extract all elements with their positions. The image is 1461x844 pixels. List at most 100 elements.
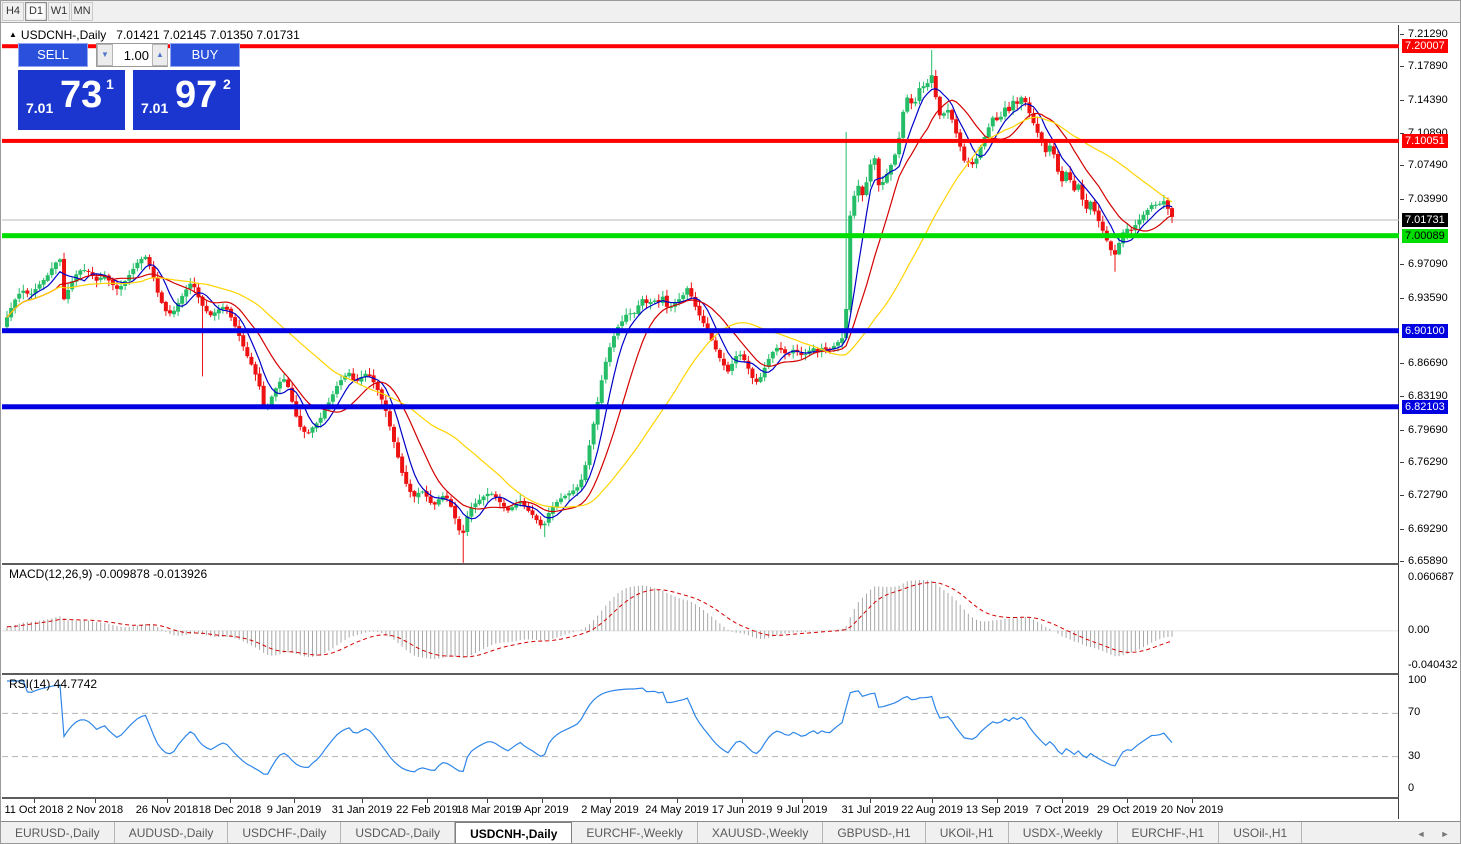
- rsi-axis-label: 70: [1408, 706, 1421, 719]
- date-tick-mark: [95, 799, 96, 803]
- date-tick-mark: [362, 799, 363, 803]
- date-tick-label: 20 Nov 2019: [1160, 804, 1224, 816]
- macd-axis-label: 0.00: [1408, 623, 1430, 636]
- price-tick-mark: [1400, 165, 1404, 167]
- sell-price-box[interactable]: 7.01 73 1: [18, 70, 125, 130]
- price-tick-label: 6.65890: [1408, 555, 1448, 567]
- chart-tab-usoil-h1[interactable]: USOil-,H1: [1219, 822, 1303, 843]
- date-tick-mark: [932, 799, 933, 803]
- price-tick-mark: [1400, 198, 1404, 200]
- price-tick-label: 6.93590: [1408, 291, 1448, 304]
- sell-button[interactable]: SELL: [18, 43, 88, 67]
- sell-price-big: 73: [60, 74, 103, 116]
- price-tick-mark: [1400, 561, 1404, 562]
- date-tick-label: 22 Feb 2019: [396, 804, 458, 816]
- date-tick-label: 9 Apr 2019: [515, 804, 569, 816]
- rsi-pane[interactable]: RSI(14) 44.7742: [2, 673, 1399, 797]
- timeframe-button-h4[interactable]: H4: [2, 2, 24, 21]
- price-axis[interactable]: 7.212907.178907.143907.108907.074907.039…: [1400, 25, 1460, 843]
- macd-plot: [2, 579, 1398, 660]
- volume-spinner: ▼ ▲: [96, 43, 168, 67]
- date-tick-label: 2 May 2019: [581, 804, 639, 816]
- chart-tab-gbpusd-h1[interactable]: GBPUSD-,H1: [823, 822, 926, 843]
- candlestick-chart[interactable]: [2, 25, 1399, 563]
- chart-tab-usdcad-daily[interactable]: USDCAD-,Daily: [341, 822, 456, 843]
- chart-window: ▲ USDCNH-,Daily 7.01421 7.02145 7.01350 7.…: [1, 24, 1460, 843]
- date-tick-mark: [1192, 799, 1193, 803]
- chart-tab-bar: EURUSD-,Daily AUDUSD-,Daily USDCHF-,Daily U…: [1, 821, 1460, 843]
- date-tick-label: 18 Dec 2018: [198, 804, 262, 816]
- timeframe-toolbar: H4 D1 W1 MN: [1, 1, 1460, 23]
- macd-pane[interactable]: MACD(12,26,9) -0.009878 -0.013926: [2, 563, 1399, 673]
- date-axis[interactable]: 11 Oct 2018 2 Nov 2018 26 Nov 2018 18 Dec 2…: [2, 797, 1399, 819]
- timeframe-button-mn[interactable]: MN: [71, 2, 93, 21]
- date-tick-mark: [294, 799, 295, 803]
- rsi-axis-label: 30: [1408, 749, 1421, 762]
- chart-tab-eurusd-daily[interactable]: EURUSD-,Daily: [1, 822, 115, 843]
- date-tick-mark: [677, 799, 678, 803]
- macd-axis-label: 0.060687: [1408, 571, 1454, 583]
- price-tick-label: 7.17890: [1408, 60, 1448, 73]
- volume-input[interactable]: [114, 44, 152, 66]
- date-tick-mark: [742, 799, 743, 803]
- date-tick-mark: [167, 799, 168, 803]
- rsi-plot: [2, 680, 1398, 775]
- chart-tab-eurchf-weekly[interactable]: EURCHF-,Weekly: [572, 822, 698, 843]
- buy-price-big: 97: [175, 74, 218, 116]
- rsi-axis-label: 100: [1408, 674, 1427, 686]
- date-tick-mark: [427, 799, 428, 803]
- date-tick-mark: [542, 799, 543, 803]
- price-tick-label: 7.14390: [1408, 93, 1448, 106]
- volume-increase-icon[interactable]: ▲: [152, 44, 168, 66]
- price-tick-label: 7.07490: [1408, 159, 1448, 172]
- macd-axis-label: -0.040432: [1408, 659, 1458, 671]
- one-click-trading-panel: SELL ▼ ▲ BUY 7.01 73 1 7.01 97 2: [18, 43, 240, 130]
- date-tick-mark: [487, 799, 488, 803]
- buy-button[interactable]: BUY: [170, 43, 240, 67]
- date-tick-mark: [1062, 799, 1063, 803]
- date-tick-label: 29 Oct 2019: [1097, 804, 1157, 816]
- price-level-badge: 7.01731: [1402, 213, 1448, 228]
- tab-scroll-left-icon[interactable]: ◄: [1416, 829, 1426, 839]
- price-tick-label: 7.03990: [1408, 192, 1448, 205]
- price-level-badge: 7.00089: [1402, 228, 1448, 243]
- chart-tab-usdchf-daily[interactable]: USDCHF-,Daily: [228, 822, 342, 843]
- chart-tab-xauusd-weekly[interactable]: XAUUSD-,Weekly: [698, 822, 824, 843]
- date-tick-mark: [34, 799, 35, 803]
- date-tick-mark: [802, 799, 803, 803]
- date-tick-label: 7 Oct 2019: [1035, 804, 1089, 816]
- collapse-panel-icon[interactable]: ▲: [9, 30, 17, 39]
- price-tick-mark: [1400, 264, 1404, 266]
- price-level-badge: 7.20007: [1402, 39, 1448, 54]
- chart-tab-usdcnh-daily[interactable]: USDCNH-,Daily: [455, 822, 573, 843]
- timeframe-button-w1[interactable]: W1: [48, 2, 70, 21]
- price-tick-mark: [1400, 396, 1404, 398]
- chart-tab-eurchf-h1[interactable]: EURCHF-,H1: [1118, 822, 1220, 843]
- macd-label: MACD(12,26,9) -0.009878 -0.013926: [9, 567, 208, 581]
- date-tick-label: 31 Jan 2019: [331, 804, 393, 816]
- chart-title: ▲ USDCNH-,Daily 7.01421 7.02145 7.01350 7.…: [9, 28, 300, 42]
- buy-price-small: 7.01: [141, 100, 169, 116]
- date-tick-mark: [1127, 799, 1128, 803]
- main-chart-area[interactable]: ▲ USDCNH-,Daily 7.01421 7.02145 7.01350 7.…: [2, 25, 1399, 563]
- chart-tab-usdx-weekly[interactable]: USDX-,Weekly: [1009, 822, 1118, 843]
- price-tick-mark: [1400, 462, 1404, 464]
- buy-price-box[interactable]: 7.01 97 2: [133, 70, 240, 130]
- price-level-badge: 7.10051: [1402, 133, 1448, 148]
- date-tick-label: 18 Mar 2019: [456, 804, 518, 816]
- date-tick-label: 9 Jan 2019: [266, 804, 322, 816]
- chart-symbol-period: USDCNH-,Daily: [20, 28, 107, 42]
- price-level-badge: 6.90100: [1402, 323, 1448, 338]
- chart-tab-ukoil-h1[interactable]: UKOil-,H1: [926, 822, 1009, 843]
- date-tick-label: 26 Nov 2018: [135, 804, 199, 816]
- price-tick-mark: [1400, 132, 1404, 134]
- price-tick-label: 6.86690: [1408, 357, 1448, 370]
- rsi-axis-label: 0: [1408, 782, 1415, 794]
- volume-decrease-icon[interactable]: ▼: [97, 44, 113, 66]
- price-tick-label: 6.76290: [1408, 456, 1448, 469]
- timeframe-button-d1[interactable]: D1: [25, 2, 47, 21]
- tab-scroll-right-icon[interactable]: ►: [1440, 829, 1450, 839]
- date-tick-mark: [610, 799, 611, 803]
- chart-tab-audusd-daily[interactable]: AUDUSD-,Daily: [115, 822, 229, 843]
- price-tick-mark: [1400, 429, 1404, 431]
